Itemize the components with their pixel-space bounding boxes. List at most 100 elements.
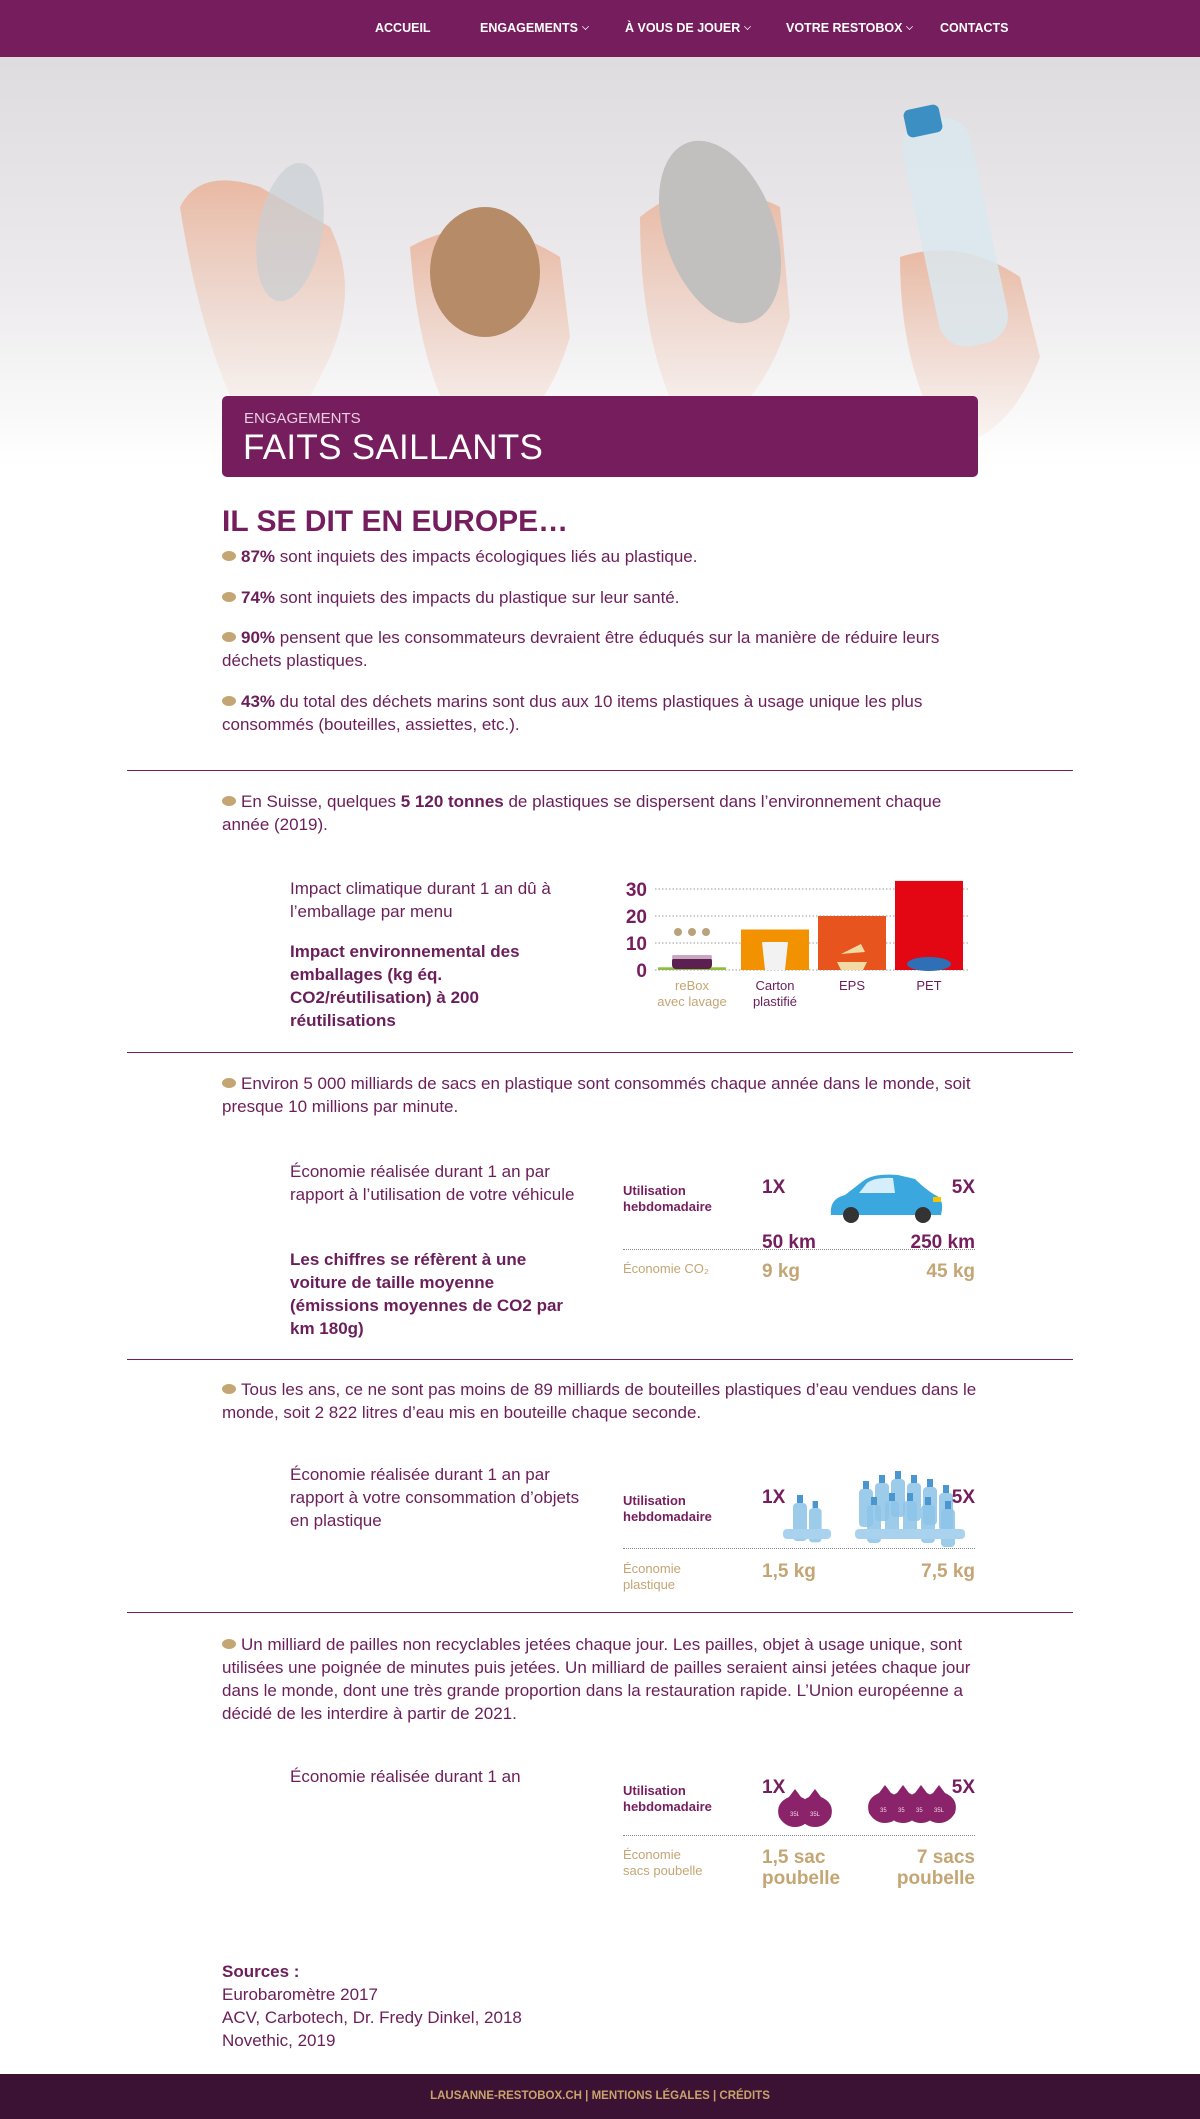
low-saving: 1,5 sac poubelle — [762, 1847, 841, 1889]
saving-label: Économie plastique — [623, 1561, 681, 1592]
bar — [818, 916, 886, 970]
bottle-cap — [863, 1481, 869, 1489]
x-tick-label: Carton — [755, 978, 794, 993]
usage-label: Utilisation hebdomadaire — [623, 1783, 712, 1814]
dotted-rule — [623, 1548, 975, 1549]
footer-link[interactable]: CRÉDITS — [719, 2090, 770, 2102]
trash-bag — [922, 1785, 956, 1823]
banner-title: FAITS SAILLANTS — [243, 428, 544, 467]
bottle-cap — [927, 1479, 933, 1487]
bag-label: 35L — [934, 1808, 945, 1814]
icons: 35L 35L 35L 35L 35L 35L — [778, 1785, 956, 1827]
dropdown-chevron — [581, 23, 589, 30]
section-note: Économie réalisée durant 1 an — [290, 1767, 521, 1786]
high-saving: 7,5 kg — [921, 1561, 975, 1582]
section-note: Impact climatique durant 1 an dû à l’emb… — [290, 879, 551, 921]
high-saving: 45 kg — [926, 1261, 975, 1282]
car-wheel — [843, 1207, 859, 1223]
bullet-item: 87% sont inquiets des impacts écologique… — [222, 545, 982, 568]
y-tick-label: 0 — [636, 961, 647, 982]
dotted-rule — [623, 1249, 975, 1250]
high-usage: 5X — [951, 1487, 975, 1508]
usage-label: Utilisation hebdomadaire — [623, 1493, 712, 1524]
package-icon — [762, 942, 788, 970]
nav-link-text: CONTACTS — [940, 21, 1009, 35]
section-heading: IL SE DIT EN EUROPE… — [222, 505, 569, 538]
footer: LAUSANNE-RESTOBOX.CH | MENTIONS LÉGALES … — [0, 2074, 1200, 2119]
section-note-bold: Impact environnemental des emballages (k… — [290, 942, 520, 1030]
bullet-text: sont inquiets des impacts écologiques li… — [279, 547, 698, 566]
bag-label: 35L — [916, 1808, 927, 1814]
nav-link[interactable]: À VOUS DE JOUER — [625, 21, 752, 35]
bullet-dot — [222, 1639, 236, 1649]
footer-separator: | — [585, 2090, 589, 2102]
bullet-item: 43% du total des déchets marins sont dus… — [222, 690, 982, 736]
infographic: Utilisation hebdomadaire 1X 5X Économie pla… — [623, 1471, 975, 1607]
bullet-figure: 74% — [241, 588, 276, 607]
saving-label: Économie CO₂ — [623, 1261, 709, 1276]
bullet-item: 74% sont inquiets des impacts du plastiq… — [222, 586, 982, 609]
bottle — [783, 1529, 831, 1539]
bag-label: 35L — [790, 1812, 801, 1818]
car-window — [859, 1177, 895, 1193]
trash-bag — [798, 1789, 832, 1827]
bottle-cap — [879, 1475, 885, 1483]
bullet-figure: 90% — [241, 628, 276, 647]
x-tick-label: PET — [916, 978, 941, 993]
high-usage: 5X — [951, 1177, 975, 1198]
dropdown-chevron — [744, 23, 752, 30]
section-note: Économie réalisée durant 1 an par rappor… — [290, 1162, 575, 1204]
bullet-dot — [222, 551, 236, 561]
low-usage: 1X — [762, 1487, 786, 1508]
hero-image — [0, 57, 1200, 467]
bottle — [941, 1509, 955, 1547]
section-lead: Un milliard de pailles non recyclables j… — [222, 1633, 982, 1725]
lead-text: En Suisse, quelques — [241, 792, 396, 811]
bottle-cap — [907, 1493, 913, 1501]
banner-kicker: ENGAGEMENTS — [244, 410, 361, 427]
bag-label: 35L — [810, 1812, 821, 1818]
section-lead: Tous les ans, ce ne sont pas moins de 89… — [222, 1378, 982, 1424]
nav-link[interactable]: ACCUEIL — [375, 21, 431, 35]
x-tick-label: EPS — [839, 978, 865, 993]
saving-label: Économie sacs poubelle — [623, 1847, 703, 1878]
bullet-dot — [222, 1078, 236, 1088]
package-icon — [672, 955, 712, 959]
footer-link[interactable]: LAUSANNE-RESTOBOX.CH — [430, 2090, 582, 2102]
high-saving: 7 sacs poubelle — [896, 1847, 975, 1889]
bottle-cap — [943, 1485, 949, 1493]
car-body — [830, 1174, 943, 1215]
nav-link[interactable]: ENGAGEMENTS — [480, 21, 589, 35]
bottle-cap — [895, 1471, 901, 1479]
car-light — [933, 1197, 941, 1202]
package-icon — [837, 944, 867, 970]
rating-star — [702, 928, 710, 936]
bullet-item: 90% pensent que les consommateurs devrai… — [222, 626, 982, 672]
sources-title: Sources : — [222, 1962, 300, 1981]
nav-link[interactable]: CONTACTS — [940, 21, 1009, 35]
bullet-figure: 43% — [241, 692, 276, 711]
low-distance: 50 km — [762, 1232, 816, 1253]
bullet-text: sont inquiets des impacts du plastique s… — [279, 588, 680, 607]
divider — [127, 1359, 1073, 1360]
section-lead: En Suisse, quelques 5 120 tonnes de plas… — [222, 790, 982, 836]
nav-link[interactable]: VOTRE RESTOBOX — [786, 21, 914, 35]
rating-star — [688, 928, 696, 936]
footer-link[interactable]: MENTIONS LÉGALES — [591, 2090, 710, 2102]
divider — [127, 770, 1073, 771]
source-item: ACV, Carbotech, Dr. Fredy Dinkel, 2018 — [222, 2008, 522, 2027]
page-banner: ENGAGEMENTS FAITS SAILLANTS — [222, 396, 978, 477]
bottle-cap — [911, 1475, 917, 1483]
section-note: Économie réalisée durant 1 an par rappor… — [290, 1465, 580, 1530]
bullet-dot — [222, 632, 236, 642]
nav-link-text: VOTRE RESTOBOX — [786, 21, 903, 35]
high-usage: 5X — [951, 1777, 975, 1798]
dropdown-chevron — [906, 23, 914, 30]
bag-label: 35L — [880, 1808, 891, 1814]
lead-text: Environ 5 000 milliards de sacs en plast… — [222, 1074, 971, 1116]
package-icon — [907, 957, 951, 971]
bullet-dot — [222, 696, 236, 706]
